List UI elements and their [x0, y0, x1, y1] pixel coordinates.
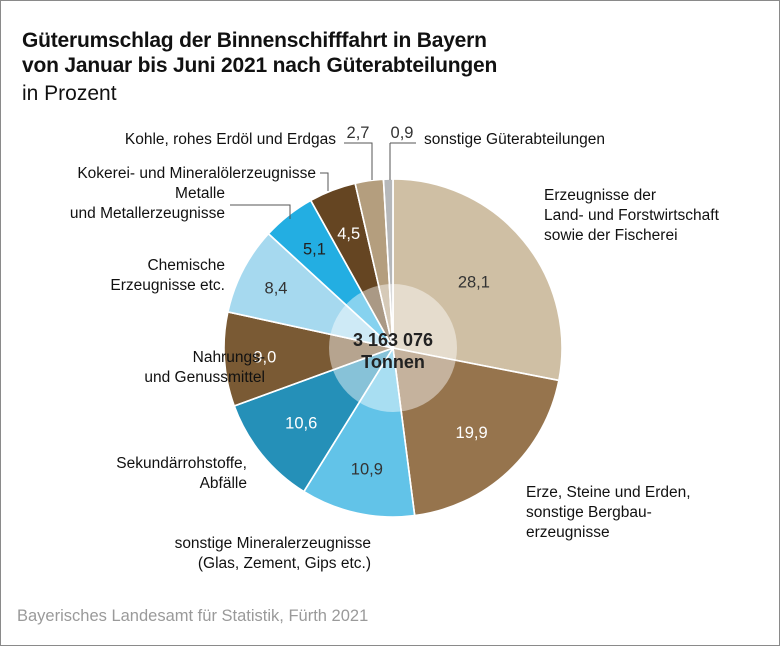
leader-line — [320, 172, 329, 191]
slice-value-label: 0,9 — [391, 124, 414, 142]
slice-separator — [392, 347, 559, 382]
title-line-1: Güterumschlag der Binnenschifffahrt in B… — [22, 29, 487, 52]
pie-slice — [302, 345, 416, 518]
slice-category-label: sonstige Güterabteilungen — [424, 131, 605, 148]
pie-slice — [233, 346, 395, 493]
slice-separator — [227, 311, 394, 349]
slice-separator — [234, 347, 394, 407]
slice-category-label: Metalle und Metallerzeugnisse — [70, 185, 225, 222]
slice-value-label: 28,1 — [458, 273, 490, 291]
leader-line — [344, 142, 373, 180]
slice-value-label: 5,1 — [303, 241, 326, 259]
slice-value-label: 2,7 — [347, 124, 370, 142]
slice-value-label: 19,9 — [456, 424, 488, 442]
pie-slice — [392, 178, 563, 382]
slice-category-label: Sekundärrohstoffe, Abfälle — [116, 455, 247, 492]
source-note: Bayerisches Landesamt für Statistik, Für… — [17, 607, 369, 625]
category-labels: Erzeugnisse der Land- und Forstwirtschaft… — [70, 131, 720, 572]
slice-category-label: Kokerei- und Mineralölerzeugnisse — [77, 165, 316, 182]
slice-separator — [392, 347, 416, 516]
slice-separator — [267, 233, 394, 349]
center-overlay — [227, 179, 559, 516]
slice-value-label: 10,6 — [285, 415, 317, 433]
slice-value-label: 8,4 — [265, 279, 288, 297]
slice-category-label: Kohle, rohes Erdöl und Erdgas — [125, 131, 336, 148]
slice-value-label: 9,0 — [253, 349, 276, 367]
chart-title: Güterumschlag der Binnenschifffahrt in B… — [22, 28, 497, 78]
slice-separator — [354, 183, 394, 349]
slice-separator — [303, 347, 394, 492]
leader-lines — [230, 142, 416, 219]
slice-value-label: 4,5 — [337, 225, 360, 243]
slice-category-label: Nahrungs-und Genussmittel — [144, 349, 265, 386]
pie-slice — [392, 347, 560, 517]
slice-separator — [382, 179, 394, 349]
slice-value-label: 10,9 — [351, 461, 383, 479]
slice-category-label: sonstige Mineralerzeugnisse (Glas, Zement… — [175, 535, 371, 572]
total-unit: Tonnen — [361, 352, 425, 372]
total-value: 3 163 076 — [353, 330, 433, 350]
value-labels: 28,1 19,9 10,9 10,6 9,0 8,4 5,1 4,5 2,7 0,9 — [253, 124, 490, 479]
leader-line — [230, 204, 291, 219]
slice-separator — [310, 200, 394, 349]
pie-slice — [226, 232, 396, 350]
leader-line — [389, 142, 416, 180]
title-line-2: von Januar bis Juni 2021 nach Güterabtei… — [22, 54, 498, 77]
slice-category-label: Erze, Steine und Erden, sonstige Bergbau-… — [526, 484, 691, 541]
slice-category-label: Erzeugnisse der Land- und Forstwirtschaft… — [544, 187, 720, 244]
slice-category-label: Chemische Erzeugnisse etc. — [110, 257, 225, 294]
pie-slice — [223, 310, 396, 407]
chart-subtitle: in Prozent — [22, 82, 117, 105]
